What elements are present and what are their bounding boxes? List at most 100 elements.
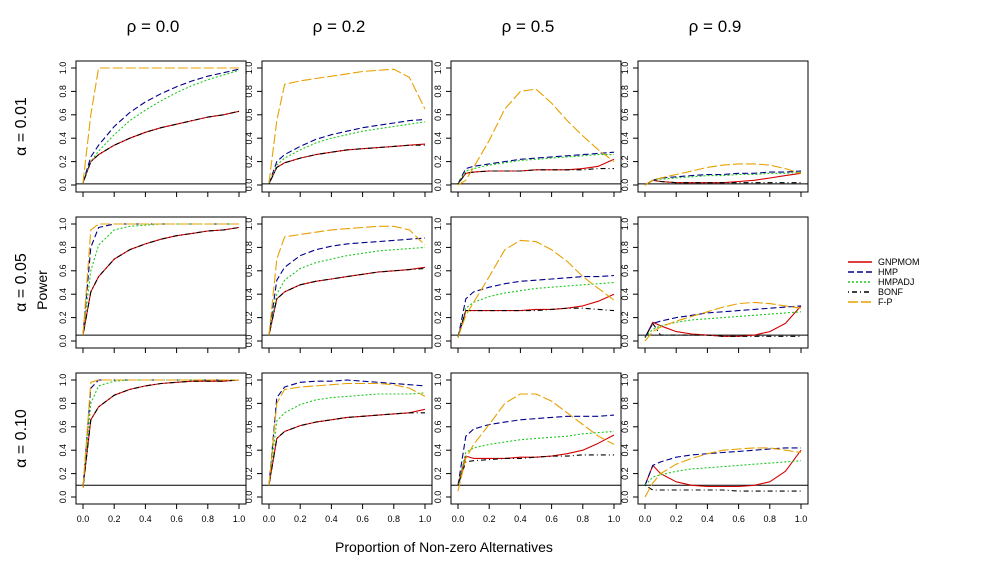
series-line-bonf: [457, 168, 614, 185]
x-tick-label: 0.2: [108, 514, 121, 524]
x-tick-label: 0.8: [388, 514, 401, 524]
x-tick-label: 0.2: [483, 514, 496, 524]
legend-label: BONF: [878, 287, 904, 297]
row-title-1: α = 0.05: [13, 253, 30, 312]
y-tick-label: 1.0: [58, 374, 68, 387]
series-line-hmp: [457, 151, 615, 185]
y-tick-label: 0.0: [620, 491, 630, 504]
plot-frame: [261, 372, 433, 505]
series-line-hmp: [457, 414, 615, 486]
x-tick-label: 0.6: [356, 514, 369, 524]
panel-r2-c2: 0.0 0.2 0.4 0.6 0.8 1.0 0.0 0.2 0.4 0.6 0.8 1.0: [433, 372, 622, 524]
series-line-bonf: [644, 322, 801, 338]
y-tick-label: 0.6: [58, 421, 68, 434]
y-tick-label: 0.4: [620, 288, 630, 301]
y-tick-label: 0.2: [244, 467, 254, 480]
y-tick-label: 0.2: [58, 311, 68, 324]
series-line-f-p: [457, 393, 615, 492]
y-tick-label: 0.8: [244, 241, 254, 254]
y-tick-label: 0.4: [433, 444, 443, 457]
y-tick-label: 1.0: [433, 218, 443, 231]
y-tick-label: 1.0: [244, 374, 254, 387]
y-tick-label: 0.0: [244, 491, 254, 504]
y-tick-label: 0.2: [620, 311, 630, 324]
panel-r1-c1: 0.0 0.2 0.4 0.6 0.8 1.0: [244, 216, 433, 353]
x-tick-label: 0.2: [670, 514, 683, 524]
y-tick-label: 0.6: [620, 109, 630, 122]
x-tick-label: 0.8: [764, 514, 777, 524]
y-tick-label: 0.8: [620, 241, 630, 254]
row-title-2: α = 0.10: [13, 409, 30, 468]
y-tick-label: 0.0: [620, 179, 630, 192]
x-axis-title: Proportion of Non-zero Alternatives: [335, 539, 553, 555]
y-tick-label: 1.0: [433, 62, 443, 75]
series-line-f-p: [268, 68, 426, 183]
y-tick-label: 0.8: [244, 397, 254, 410]
series-line-gnpmom: [82, 379, 240, 488]
y-tick-label: 0.0: [58, 179, 68, 192]
x-tick-label: 0.4: [139, 514, 152, 524]
x-tick-label: 0.0: [452, 514, 465, 524]
series-line-hmpadj: [82, 379, 239, 488]
y-tick-label: 0.0: [433, 335, 443, 348]
series-line-f-p: [268, 382, 426, 486]
series-line-hmp: [82, 379, 239, 488]
panel-r2-c3: 0.0 0.2 0.4 0.6 0.8 1.0 0.0 0.2 0.4 0.6 0.8 1.0: [620, 372, 809, 524]
series-line-gnpmom: [82, 226, 240, 336]
panel-r1-c0: 0.0 0.2 0.4 0.6 0.8 1.0: [58, 216, 247, 353]
y-tick-label: 1.0: [244, 62, 254, 75]
y-tick-label: 1.0: [620, 62, 630, 75]
labels-layer: Proportion of Non-zero Alternatives Powe…: [34, 270, 553, 555]
series-line-hmpadj: [457, 430, 615, 486]
series-line-gnpmom: [268, 408, 426, 486]
plot-frame: [261, 216, 433, 349]
y-tick-label: 0.6: [433, 421, 443, 434]
series-line-gnpmom: [457, 293, 615, 338]
y-tick-label: 0.0: [58, 335, 68, 348]
column-title-2: ρ = 0.5: [502, 17, 555, 36]
x-tick-label: 0.4: [514, 514, 527, 524]
y-tick-label: 0.8: [244, 85, 254, 98]
plot-frame: [75, 216, 247, 349]
y-tick-label: 0.4: [244, 444, 254, 457]
series-line-hmpadj: [644, 171, 802, 186]
y-tick-label: 0.2: [433, 467, 443, 480]
legend-item-bonf: BONF: [848, 287, 904, 297]
y-tick-label: 0.0: [620, 335, 630, 348]
series-line-hmpadj: [644, 311, 802, 338]
y-tick-label: 0.2: [244, 155, 254, 168]
series-line-bonf: [268, 267, 426, 336]
panel-r0-c0: 0.0 0.2 0.4 0.6 0.8 1.0: [58, 60, 247, 197]
y-tick-label: 0.4: [620, 444, 630, 457]
y-tick-label: 0.4: [244, 288, 254, 301]
series-line-hmp: [457, 274, 615, 338]
series-line-hmpadj: [268, 121, 426, 185]
x-tick-label: 0.0: [77, 514, 90, 524]
plot-frame: [450, 216, 622, 349]
series-line-f-p: [457, 88, 615, 186]
panel-r2-c0: 0.0 0.2 0.4 0.6 0.8 1.0 0.0 0.2 0.4 0.6 0.8 1.0: [58, 372, 247, 524]
y-tick-label: 0.0: [433, 491, 443, 504]
y-tick-label: 1.0: [244, 218, 254, 231]
x-tick-label: 0.2: [294, 514, 307, 524]
y-tick-label: 0.2: [620, 155, 630, 168]
panel-r1-c2: 0.0 0.2 0.4 0.6 0.8 1.0: [433, 216, 622, 353]
y-tick-label: 0.6: [58, 265, 68, 278]
y-tick-label: 0.6: [244, 109, 254, 122]
y-tick-label: 0.8: [58, 241, 68, 254]
series-line-bonf: [457, 307, 615, 338]
y-tick-label: 0.4: [58, 288, 68, 301]
series-line-f-p: [82, 67, 239, 183]
x-tick-label: 0.8: [577, 514, 590, 524]
y-tick-label: 0.8: [58, 85, 68, 98]
y-tick-label: 0.4: [58, 444, 68, 457]
y-tick-label: 1.0: [620, 218, 630, 231]
series-line-gnpmom: [457, 434, 615, 486]
x-tick-label: 0.0: [263, 514, 276, 524]
x-tick-label: 0.0: [639, 514, 652, 524]
column-title-1: ρ = 0.2: [313, 17, 366, 36]
series-line-f-p: [457, 239, 615, 338]
plot-frame: [75, 60, 247, 193]
y-tick-label: 0.2: [433, 311, 443, 324]
